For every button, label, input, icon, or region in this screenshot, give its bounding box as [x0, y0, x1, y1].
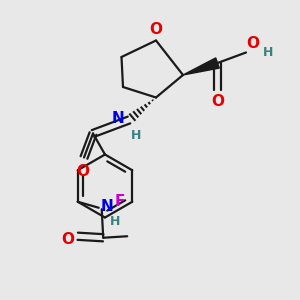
Text: H: H [110, 215, 120, 228]
Text: N: N [100, 199, 113, 214]
Text: O: O [62, 232, 75, 247]
Text: N: N [112, 111, 124, 126]
Text: F: F [114, 194, 125, 209]
Polygon shape [183, 58, 219, 75]
Text: H: H [262, 46, 273, 59]
Text: H: H [131, 129, 142, 142]
Text: O: O [211, 94, 224, 110]
Text: O: O [76, 164, 89, 178]
Text: O: O [149, 22, 163, 38]
Text: O: O [246, 36, 259, 51]
